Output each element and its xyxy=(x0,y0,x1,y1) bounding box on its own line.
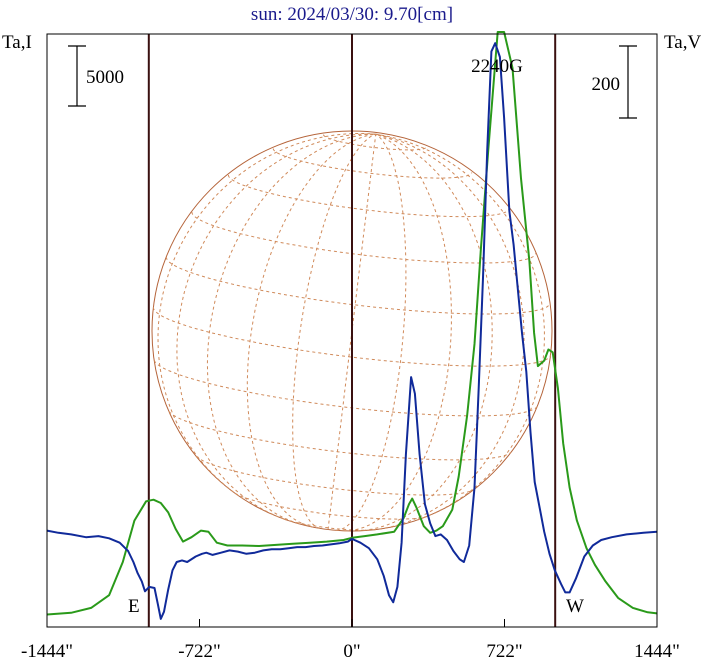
field-strength-annotation: 2240G xyxy=(471,56,523,77)
latitude-line xyxy=(227,174,510,218)
latitude-line xyxy=(234,492,428,520)
longitude-line xyxy=(176,133,376,520)
latitude-line xyxy=(272,148,473,179)
solar-disk xyxy=(151,130,553,532)
x-tick-label: 722" xyxy=(486,641,522,662)
series-layer xyxy=(46,31,658,620)
longitude-line xyxy=(373,133,525,531)
longitude-line xyxy=(246,133,376,528)
left-scale-bar xyxy=(68,45,86,107)
longitude-line xyxy=(327,134,377,530)
longitude-line xyxy=(375,133,545,521)
x-tick-label: 1444" xyxy=(634,641,680,662)
longitude-line xyxy=(343,133,452,532)
limb-lines xyxy=(147,34,557,627)
latitude-line xyxy=(284,518,374,531)
latitude-line xyxy=(195,455,474,496)
east-limb-label: E xyxy=(128,596,140,617)
right-scale-bar xyxy=(619,45,637,119)
longitude-line xyxy=(157,133,376,500)
longitude-line xyxy=(206,133,376,525)
x-axis: -1444" -722" 0" 722" 1444" xyxy=(21,619,680,662)
x-tick-label: 0" xyxy=(343,641,360,662)
longitude-line xyxy=(292,133,376,529)
west-limb-label: W xyxy=(566,596,584,617)
left-scale-bar-label: 5000 xyxy=(86,67,124,88)
longitude-line xyxy=(357,133,493,532)
right-axis-label: Ta,V xyxy=(664,32,701,53)
x-tick-label: -722" xyxy=(178,641,221,662)
polarization-curve xyxy=(46,42,658,620)
intensity-curve xyxy=(46,31,658,616)
right-scale-bar-label: 200 xyxy=(592,74,621,95)
latitude-line xyxy=(153,360,538,417)
left-axis-label: Ta,I xyxy=(2,32,32,53)
chart-title: sun: 2024/03/30: 9.70[cm] xyxy=(251,4,453,25)
longitude-line xyxy=(336,133,407,531)
x-tick-label: -1444" xyxy=(21,641,73,662)
